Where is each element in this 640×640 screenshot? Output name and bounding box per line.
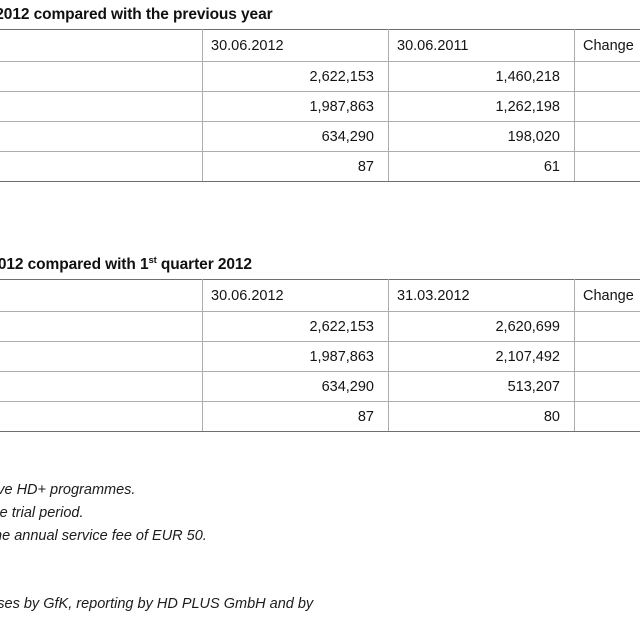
- section-previous-quarter: es: 2nd quarter 2012 compared with 1st q…: [0, 256, 640, 432]
- table2-row1-change: [574, 341, 640, 372]
- table1-row1-label: free trial period2: [0, 91, 203, 122]
- table2-title-end: quarter 2012: [156, 256, 252, 273]
- table-header-row: 30.06.2012 30.06.2011 Change: [0, 29, 640, 62]
- table2-row3-change: [574, 401, 640, 432]
- table1-row2-v1: 634,290: [202, 121, 389, 152]
- table1-row3-v2: 61: [388, 151, 575, 182]
- footnote-1: hat currently receive HD+ programmes.: [0, 482, 136, 498]
- table1-row0-change: +: [574, 61, 640, 92]
- table2-col-1: 30.06.2012: [202, 279, 389, 312]
- table-row: free trial period2 1,987,863 2,107,492: [0, 341, 640, 372]
- table1-col-2: 30.06.2011: [388, 29, 575, 62]
- table2-col-3: Change: [574, 279, 640, 312]
- table1-row1-change: [574, 91, 640, 122]
- table2-row3-v2: 80: [388, 401, 575, 432]
- footnotes-block: hat currently receive HD+ programmes. n …: [0, 479, 207, 548]
- table1-row3-label: models: [0, 151, 203, 182]
- table2-row2-v2: 513,207: [388, 371, 575, 402]
- table2-row2-v1: 634,290: [202, 371, 389, 402]
- table1-col-0: [0, 29, 203, 62]
- source-note: re based on analyses by GfK, reporting b…: [0, 596, 314, 612]
- table2-row1-v1: 1,987,863: [202, 341, 389, 372]
- table1-row0-v2: 1,460,218: [388, 61, 575, 92]
- table2-row0-v2: 2,620,699: [388, 311, 575, 342]
- table1-col-3: Change: [574, 29, 640, 62]
- table1-row1-v1: 1,987,863: [202, 91, 389, 122]
- table2-row3-v1: 87: [202, 401, 389, 432]
- table2-title-mid: quarter 2012 compared with 1: [0, 256, 149, 273]
- table1-row0-v1: 2,622,153: [202, 61, 389, 92]
- table2-row1-v2: 2,107,492: [388, 341, 575, 372]
- table-row: useholds1 2,622,153 1,460,218 +: [0, 61, 640, 92]
- table2-row3-label: models: [0, 401, 203, 432]
- table1-row2-v2: 198,020: [388, 121, 575, 152]
- table2-col-0: [0, 279, 203, 312]
- table2-row0-change: [574, 311, 640, 342]
- table-header-row: 30.06.2012 31.03.2012 Change: [0, 279, 640, 312]
- table1-row3-change: [574, 151, 640, 182]
- table-row: models 87 61: [0, 151, 640, 182]
- table2-row2-change: [574, 371, 640, 402]
- table-row: useholds1 2,622,153 2,620,699: [0, 311, 640, 342]
- footnote-2: n the 12 month free trial period.: [0, 505, 84, 521]
- table-row: ouseholds3 634,290 513,207: [0, 371, 640, 402]
- table2-row1-label: free trial period2: [0, 341, 203, 372]
- table-row: models 87 80: [0, 401, 640, 432]
- table-row: free trial period2 1,987,863 1,262,198: [0, 91, 640, 122]
- table2-title: es: 2nd quarter 2012 compared with 1st q…: [0, 256, 640, 274]
- table2-row2-label: ouseholds3: [0, 371, 203, 402]
- table1-row2-change: [574, 121, 640, 152]
- table1-row0-label: useholds1: [0, 61, 203, 92]
- table2-row0-label: useholds1: [0, 311, 203, 342]
- table-previous-quarter: 30.06.2012 31.03.2012 Change useholds1 2…: [0, 279, 640, 432]
- table-previous-year: 30.06.2012 30.06.2011 Change useholds1 2…: [0, 29, 640, 182]
- table2-title-sup-st: st: [148, 254, 157, 266]
- table1-row1-v2: 1,262,198: [388, 91, 575, 122]
- table-row: ouseholds3 634,290 198,020: [0, 121, 640, 152]
- table1-title: res: 2nd quarter 2012 compared with the …: [0, 6, 640, 24]
- table1-row2-label: ouseholds3: [0, 121, 203, 152]
- footnote-3: which have paid the annual service fee o…: [0, 528, 207, 544]
- table2-row0-v1: 2,622,153: [202, 311, 389, 342]
- table1-col-1: 30.06.2012: [202, 29, 389, 62]
- table1-title-rest: quarter 2012 compared with the previous …: [0, 6, 273, 23]
- section-previous-year: res: 2nd quarter 2012 compared with the …: [0, 6, 640, 182]
- table1-row3-v1: 87: [202, 151, 389, 182]
- table2-col-2: 31.03.2012: [388, 279, 575, 312]
